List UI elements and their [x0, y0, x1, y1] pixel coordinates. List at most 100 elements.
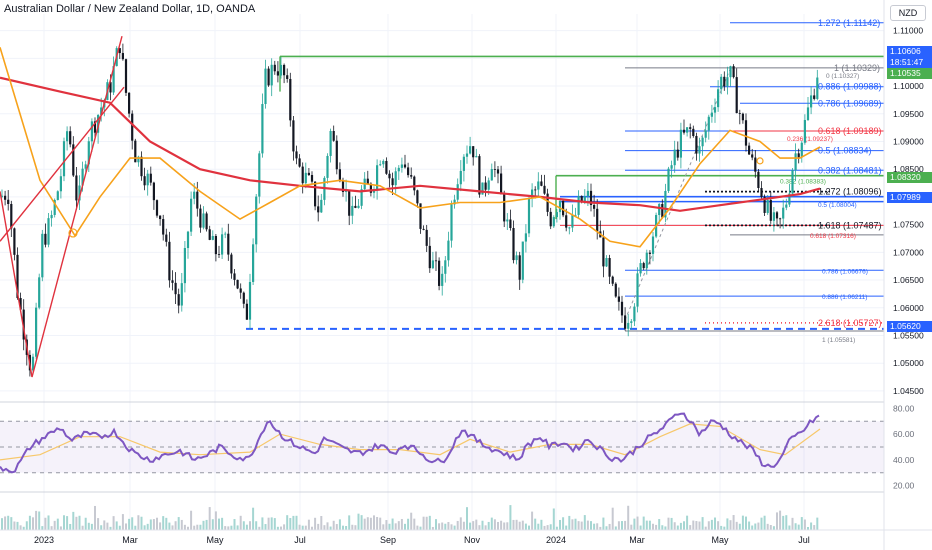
- volume-bar: [103, 520, 106, 530]
- candle-body: [816, 77, 819, 99]
- candle-body: [679, 129, 682, 158]
- volume-bar: [332, 520, 335, 530]
- volume-bar: [301, 525, 304, 530]
- volume-bar: [540, 519, 543, 530]
- volume-bar: [19, 525, 22, 530]
- candle-body: [16, 254, 19, 299]
- volume-bar: [580, 521, 583, 530]
- volume-bar: [506, 522, 509, 530]
- fib-label: 1 (1.05581): [822, 337, 855, 344]
- candle-body: [667, 168, 670, 191]
- volume-bar: [602, 517, 605, 530]
- volume-bar: [78, 515, 81, 530]
- candle-body: [4, 195, 7, 200]
- volume-bar: [748, 521, 751, 530]
- fib-label: 0.5 (1.08004): [818, 202, 857, 209]
- candle-body: [369, 183, 372, 193]
- volume-bar: [627, 505, 630, 530]
- candle-body: [354, 205, 357, 208]
- candle-body: [199, 208, 202, 228]
- price-tick-label: 1.07500: [893, 220, 924, 230]
- candle-body: [500, 173, 503, 195]
- candle-body: [515, 255, 518, 261]
- volume-bar: [28, 515, 31, 530]
- volume-bar: [149, 519, 152, 530]
- volume-bar: [283, 524, 286, 530]
- volume-bar: [128, 518, 131, 530]
- candle-body: [760, 188, 763, 197]
- price-tick-label: 1.09500: [893, 109, 924, 119]
- candle-body: [676, 149, 679, 158]
- candle-body: [75, 175, 78, 201]
- volume-bar: [546, 525, 549, 530]
- volume-bar: [397, 521, 400, 530]
- candle-body: [171, 280, 174, 283]
- candle-body: [382, 160, 385, 165]
- time-tick-label: Sep: [380, 535, 396, 545]
- volume-bar: [242, 521, 245, 530]
- candle-body: [261, 104, 264, 154]
- fib-label: 0.382 (1.08481): [818, 165, 882, 175]
- candle-body: [41, 233, 44, 278]
- volume-bar: [214, 511, 217, 530]
- volume-bar: [193, 525, 196, 530]
- volume-bar: [552, 508, 555, 530]
- trendline: [0, 191, 33, 378]
- volume-bar: [664, 526, 667, 530]
- candle-body: [134, 140, 137, 163]
- volume-bar: [729, 520, 732, 530]
- candle-body: [13, 228, 16, 255]
- candle-body: [524, 233, 527, 242]
- volume-bar: [425, 516, 428, 530]
- candle-body: [53, 199, 56, 215]
- candle-body: [772, 212, 775, 221]
- candle-body: [741, 113, 744, 121]
- candle-body: [97, 115, 100, 133]
- volume-bar: [800, 517, 803, 530]
- candle-body: [183, 248, 186, 284]
- candle-body: [413, 176, 416, 191]
- volume-bar: [100, 525, 103, 530]
- candle-body: [56, 191, 59, 200]
- candle-body: [704, 130, 707, 138]
- candle-body: [258, 153, 261, 197]
- volume-bar: [4, 516, 7, 530]
- volume-bar: [373, 515, 375, 530]
- candle-body: [351, 205, 354, 216]
- volume-bar: [655, 524, 658, 530]
- volume-bar: [555, 526, 558, 530]
- candle-body: [186, 231, 190, 249]
- volume-bar: [714, 517, 716, 530]
- candle-body: [128, 92, 131, 114]
- currency-button[interactable]: NZD: [890, 5, 926, 21]
- volume-bar: [121, 514, 124, 530]
- candle-body: [583, 196, 586, 202]
- volume-bar: [224, 526, 227, 530]
- volume-bar: [267, 517, 270, 530]
- volume-bar: [769, 525, 772, 530]
- candle-body: [326, 155, 329, 178]
- candle-body: [627, 322, 630, 329]
- candle-body: [806, 107, 810, 120]
- volume-bar: [94, 505, 96, 530]
- volume-bar: [264, 524, 267, 530]
- volume-bar: [171, 525, 174, 530]
- candle-body: [217, 254, 221, 255]
- candle-body: [608, 258, 611, 277]
- candle-body: [0, 195, 4, 197]
- candle-body: [744, 120, 748, 146]
- volume-bar: [704, 526, 707, 530]
- candle-body: [692, 128, 695, 136]
- candle-body: [410, 175, 413, 177]
- candle-body: [140, 156, 143, 177]
- volume-bar: [537, 523, 540, 530]
- candle-body: [614, 283, 617, 297]
- volume-bar: [624, 520, 627, 530]
- candle-body: [379, 164, 382, 166]
- volume-bar: [16, 521, 19, 530]
- candle-body: [586, 190, 589, 197]
- volume-bar: [50, 526, 53, 530]
- volume-bar: [53, 520, 56, 530]
- candle-body: [124, 59, 128, 93]
- time-tick-label: Jul: [798, 535, 810, 545]
